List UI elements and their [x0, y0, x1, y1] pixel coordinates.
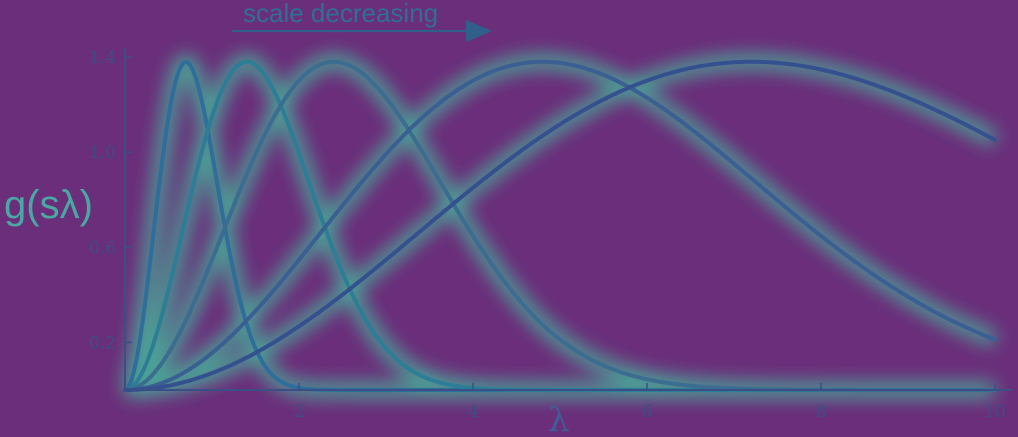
- y-tick-label: 1.0: [89, 143, 116, 163]
- series-line-5: [123, 59, 997, 392]
- annotation: scale decreasing: [232, 0, 493, 42]
- x-tick-label: 4: [468, 402, 479, 422]
- x-tick-label: 10: [984, 402, 1006, 422]
- annotation-text: scale decreasing: [243, 0, 438, 28]
- x-axis-title: λ: [548, 400, 570, 437]
- y-tick-label: 1.4: [89, 48, 116, 68]
- ticks-layer: 2 4 6 8 10 0.2 0.6 1.0 1.4: [89, 48, 1006, 422]
- x-tick-label: 2: [294, 402, 305, 422]
- y-tick-label: 0.2: [89, 333, 116, 353]
- y-axis-title: g(sλ): [4, 183, 93, 227]
- x-tick-label: 6: [642, 402, 653, 422]
- x-tick-label: 8: [816, 402, 827, 422]
- series-line-4: [123, 59, 997, 392]
- y-tick-label: 0.6: [89, 238, 116, 258]
